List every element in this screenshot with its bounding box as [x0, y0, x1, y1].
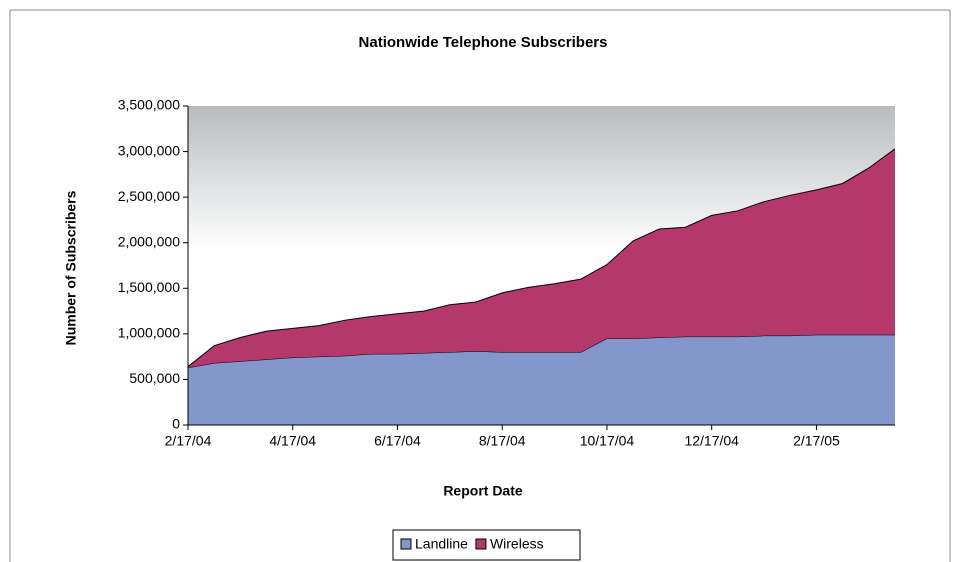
y-tick-label: 1,000,000 — [118, 325, 180, 341]
chart-border — [9, 9, 951, 562]
area — [188, 334, 895, 425]
y-tick-label: 3,500,000 — [118, 97, 180, 113]
x-tick-label: 2/17/05 — [793, 433, 840, 449]
x-axis-label: Report Date — [443, 483, 523, 499]
x-tick-label: 4/17/04 — [269, 433, 316, 449]
x-tick-label: 10/17/04 — [580, 433, 635, 449]
x-tick-label: 6/17/04 — [374, 433, 421, 449]
y-tick-label: 500,000 — [129, 370, 180, 386]
legend-label: Landline — [415, 536, 468, 552]
y-tick-label: 1,500,000 — [118, 279, 180, 295]
x-tick-label: 2/17/04 — [165, 433, 212, 449]
chart-title: Nationwide Telephone Subscribers — [359, 34, 608, 51]
y-tick-label: 0 — [172, 416, 180, 432]
y-tick-label: 3,000,000 — [118, 142, 180, 158]
y-tick-label: 2,000,000 — [118, 233, 180, 249]
area-edge — [187, 148, 896, 368]
legend-swatch — [475, 538, 487, 550]
x-tick-label: 8/17/04 — [479, 433, 526, 449]
legend-box — [392, 529, 581, 561]
legend-label: Wireless — [490, 536, 544, 552]
area — [188, 148, 895, 368]
legend-swatch — [400, 538, 412, 550]
y-axis-label: Number of Subscribers — [63, 190, 79, 345]
x-tick-label: 12/17/04 — [684, 433, 739, 449]
y-tick-label: 2,500,000 — [118, 188, 180, 204]
